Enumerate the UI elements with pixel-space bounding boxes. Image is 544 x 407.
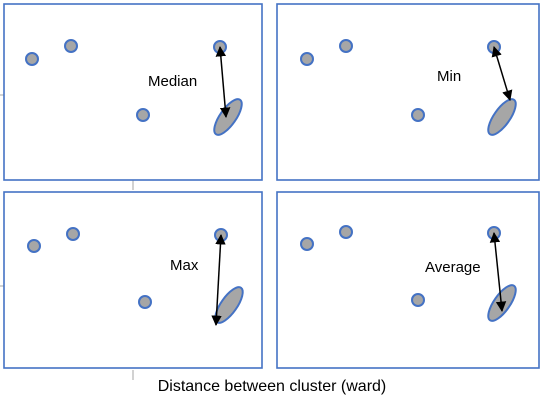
data-point: [138, 295, 152, 309]
panel-frame: [276, 3, 540, 181]
data-point: [300, 237, 314, 251]
data-point: [27, 239, 41, 253]
panel-average: Average: [276, 191, 540, 369]
data-point: [339, 225, 353, 239]
figure-caption: Distance between cluster (ward): [157, 378, 387, 395]
panel-label: Median: [148, 73, 197, 90]
data-point: [25, 52, 39, 66]
panel-label: Max: [170, 257, 199, 274]
data-point: [300, 52, 314, 66]
data-point: [136, 108, 150, 122]
panel-label: Average: [425, 259, 481, 276]
data-point: [64, 39, 78, 53]
distance-arrow: [491, 45, 513, 102]
distance-arrow: [211, 233, 226, 327]
panel-frame: [3, 191, 263, 369]
panel-min: Min: [276, 3, 540, 181]
data-point: [411, 108, 425, 122]
panel-max: Max: [3, 191, 263, 369]
panel-median: Median: [3, 3, 263, 181]
cluster-ellipse: [487, 98, 517, 136]
distance-arrow: [489, 231, 507, 313]
panel-label: Min: [437, 68, 461, 85]
data-point: [66, 227, 80, 241]
panel-frame: [276, 191, 540, 369]
distance-arrow: [215, 45, 231, 119]
data-point: [339, 39, 353, 53]
data-point: [411, 293, 425, 307]
